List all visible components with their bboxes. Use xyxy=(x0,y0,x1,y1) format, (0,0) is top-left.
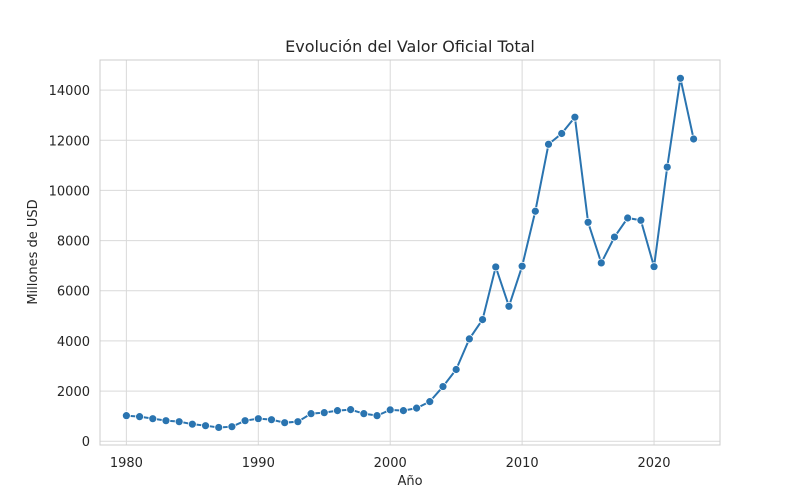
x-tick-label: 2020 xyxy=(637,456,670,471)
data-point xyxy=(412,403,421,413)
data-point xyxy=(253,414,263,424)
data-point xyxy=(174,417,184,427)
data-point xyxy=(267,415,276,425)
x-tick-label: 2010 xyxy=(506,456,539,471)
data-point xyxy=(319,408,329,418)
data-point xyxy=(583,217,593,227)
y-tick-label: 8000 xyxy=(57,235,90,250)
data-point xyxy=(346,405,356,415)
data-point xyxy=(544,139,553,149)
data-point xyxy=(464,334,474,344)
data-point xyxy=(676,73,685,83)
data-point xyxy=(517,261,527,271)
data-point xyxy=(610,232,619,242)
data-point xyxy=(121,411,131,421)
y-tick-label: 14000 xyxy=(49,84,90,99)
data-point xyxy=(385,405,395,415)
data-point xyxy=(478,315,487,324)
data-point xyxy=(372,411,382,421)
chart-title: Evolución del Valor Oficial Total xyxy=(285,37,535,56)
x-tick-label: 1980 xyxy=(110,456,143,471)
data-point xyxy=(306,409,316,419)
y-tick-label: 6000 xyxy=(57,285,90,300)
data-point xyxy=(201,421,210,431)
data-point xyxy=(504,301,514,311)
data-point xyxy=(135,412,144,422)
data-point xyxy=(623,213,633,223)
series-markers xyxy=(121,73,699,432)
y-tick-label: 2000 xyxy=(57,385,90,400)
data-point xyxy=(649,262,659,272)
data-point xyxy=(293,417,303,427)
data-point xyxy=(596,258,606,268)
y-tick-label: 10000 xyxy=(49,184,90,199)
data-point xyxy=(557,129,567,138)
data-point xyxy=(451,365,461,374)
y-tick-label: 12000 xyxy=(49,134,90,149)
y-axis-label: Millones de USD xyxy=(26,199,41,304)
ticks: 1980 1990 2000 2010 2020 0 2000 4000 6000 8000 100… xyxy=(49,84,671,471)
data-point xyxy=(399,406,408,416)
data-point xyxy=(359,409,369,419)
x-axis-label: Año xyxy=(397,474,422,489)
data-point xyxy=(240,416,250,426)
series-line xyxy=(126,78,695,429)
data-point xyxy=(570,112,580,122)
x-tick-label: 2000 xyxy=(374,456,407,471)
data-point xyxy=(280,418,290,428)
data-point xyxy=(161,416,171,426)
data-point xyxy=(491,262,501,272)
data-point xyxy=(438,382,448,391)
data-point xyxy=(689,134,699,144)
grid xyxy=(100,60,720,445)
x-tick-label: 1990 xyxy=(242,456,275,471)
data-point xyxy=(214,423,224,432)
y-tick-label: 0 xyxy=(82,435,90,450)
data-point xyxy=(662,162,672,172)
data-point xyxy=(636,215,646,225)
data-point xyxy=(425,397,435,407)
data-point xyxy=(148,414,158,424)
data-point xyxy=(187,419,197,429)
plot-frame xyxy=(99,59,721,446)
y-tick-label: 4000 xyxy=(57,335,90,350)
data-point xyxy=(227,422,237,432)
data-point xyxy=(530,206,540,216)
data-point xyxy=(333,406,342,416)
